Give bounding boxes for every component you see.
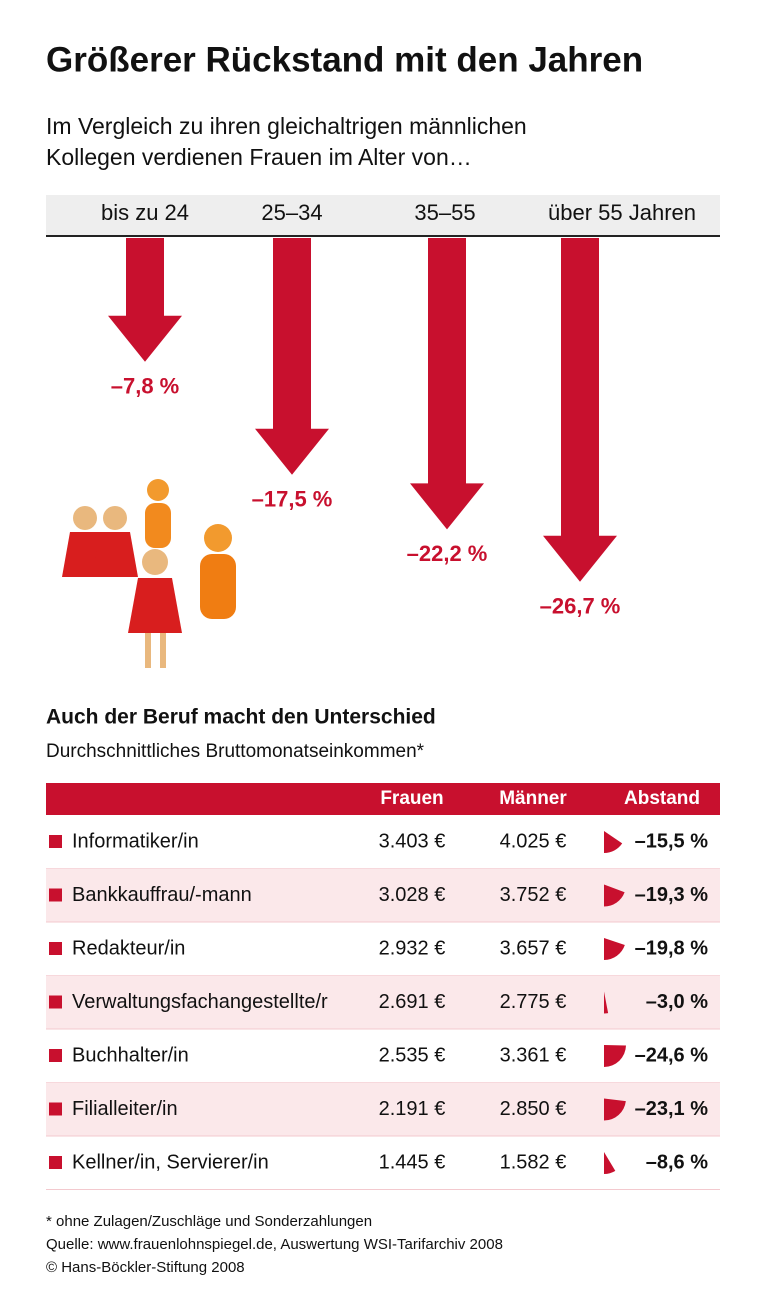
category-label: 25–34 (261, 200, 322, 225)
row-label: Bankkauffrau/-mann (72, 884, 252, 906)
value-label: –17,5 % (252, 487, 333, 512)
footnote: * ohne Zulagen/Zuschläge und Sonderzahlu… (46, 1213, 372, 1230)
table-subtitle: Durchschnittliches Bruttomonatseinkommen… (46, 741, 425, 762)
row-label: Informatiker/in (72, 830, 199, 852)
cell: 3.657 € (500, 937, 567, 959)
cell: 2.191 € (379, 1098, 446, 1120)
cell: 3.028 € (379, 884, 446, 906)
row-label: Filialleiter/in (72, 1098, 178, 1120)
cell: 3.403 € (379, 830, 446, 852)
bullet (49, 995, 62, 1009)
gap-label: –19,3 % (635, 884, 709, 906)
arrow (543, 238, 617, 582)
cell: 2.691 € (379, 991, 446, 1013)
bullet (49, 888, 62, 902)
cell: 1.582 € (500, 1151, 567, 1173)
table-title: Auch der Beruf macht den Unterschied (46, 706, 436, 729)
category-label: 35–55 (414, 200, 475, 225)
bullet (49, 1049, 62, 1062)
title: Größerer Rückstand mit den Jahren (46, 40, 643, 79)
gap-label: –19,8 % (635, 937, 709, 959)
cell: 1.445 € (379, 1151, 446, 1173)
bullet (49, 835, 62, 848)
row-band (46, 975, 720, 1029)
footnote: Quelle: www.frauenlohnspiegel.de, Auswer… (46, 1236, 503, 1253)
value-label: –22,2 % (407, 541, 488, 566)
cell: 4.025 € (500, 830, 567, 852)
row-label: Kellner/in, Servierer/in (72, 1151, 269, 1173)
arrow (410, 238, 484, 530)
people-illustration (62, 479, 236, 668)
cell: 2.850 € (500, 1098, 567, 1120)
header-band (46, 195, 720, 235)
cell: 2.932 € (379, 937, 446, 959)
value-label: –7,8 % (111, 374, 180, 399)
column-header: Männer (499, 788, 567, 809)
bullet (49, 1156, 62, 1169)
row-label: Verwaltungsfachangestellte/r (72, 991, 328, 1013)
cell: 3.752 € (500, 884, 567, 906)
arrow (255, 238, 329, 475)
gap-wedge (604, 938, 625, 960)
gap-label: –24,6 % (635, 1044, 709, 1066)
column-header: Abstand (624, 788, 700, 809)
bullet (49, 942, 62, 955)
row-label: Buchhalter/in (72, 1044, 189, 1066)
value-label: –26,7 % (540, 594, 621, 619)
column-header: Frauen (380, 788, 443, 809)
table-header-band (46, 783, 720, 815)
subtitle: Kollegen verdienen Frauen im Alter von… (46, 144, 472, 170)
cell: 3.361 € (500, 1044, 567, 1066)
bullet (49, 1102, 62, 1116)
cell: 2.535 € (379, 1044, 446, 1066)
gap-label: –15,5 % (635, 830, 709, 852)
footnote: © Hans-Böckler-Stiftung 2008 (46, 1259, 245, 1276)
gap-wedge (604, 884, 625, 907)
gap-wedge (604, 1045, 626, 1067)
cell: 2.775 € (500, 991, 567, 1013)
category-label: über 55 Jahren (548, 200, 696, 225)
gap-wedge (604, 1152, 616, 1174)
gap-label: –8,6 % (646, 1151, 708, 1173)
arrow (108, 238, 182, 362)
gap-wedge (604, 831, 623, 853)
gap-wedge (604, 1098, 626, 1121)
gap-wedge (604, 991, 609, 1014)
gap-label: –3,0 % (646, 991, 708, 1013)
category-label: bis zu 24 (101, 200, 189, 225)
subtitle: Im Vergleich zu ihren gleichaltrigen män… (46, 113, 527, 139)
gap-label: –23,1 % (635, 1098, 709, 1120)
row-label: Redakteur/in (72, 937, 185, 959)
